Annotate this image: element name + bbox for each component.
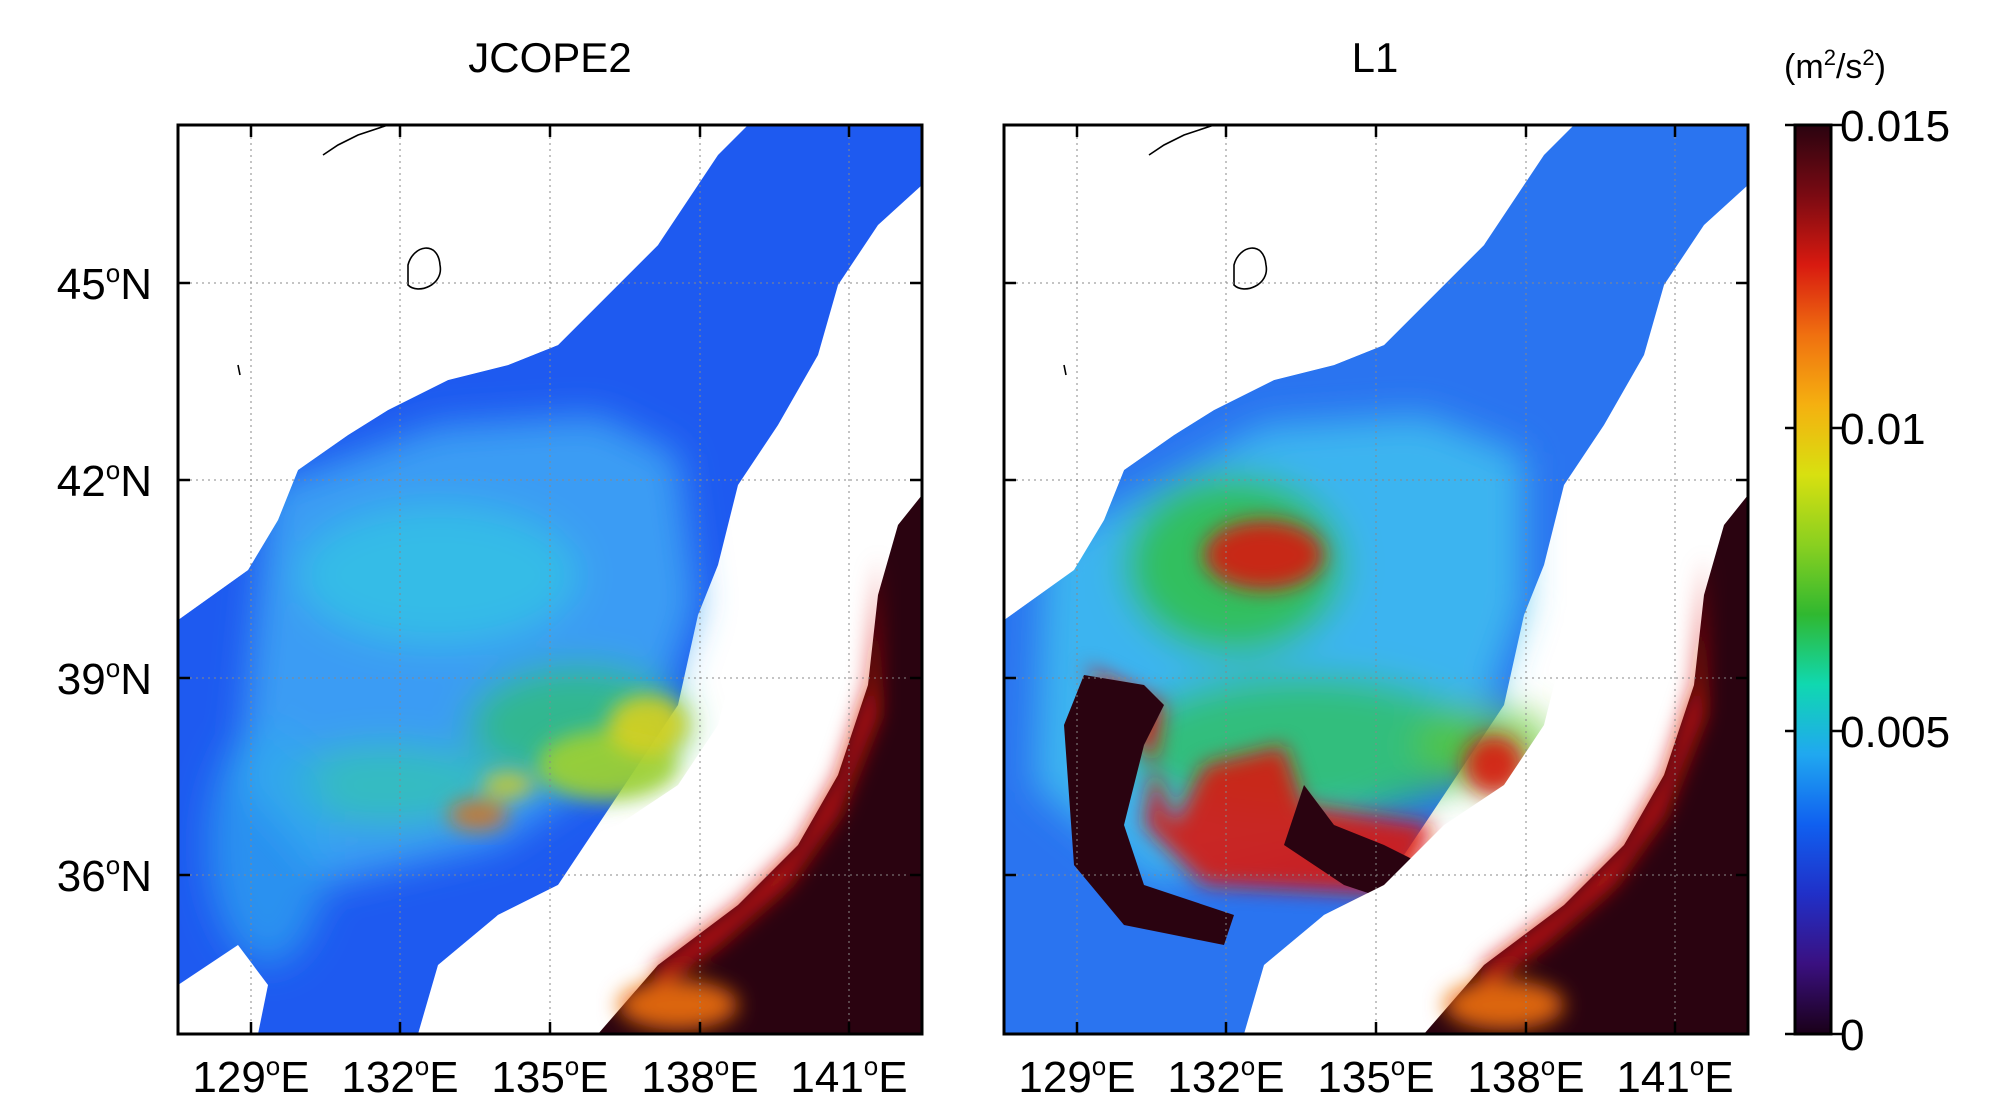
korea-strait-dark: [1064, 675, 1234, 945]
korea-land: [178, 125, 718, 620]
x-tick-label-132e: 132oE: [341, 1051, 458, 1102]
x-tick-label-135e: 135oE: [1317, 1051, 1434, 1102]
colorbar-tick-label: 0.01: [1840, 405, 1926, 454]
gridlines: [1004, 125, 1748, 1034]
x-axis-labels-jcope2: 129oE 132oE 135oE 138oE 141oE: [192, 1051, 907, 1102]
y-tick-label-39n: 39oN: [57, 653, 152, 704]
x-tick-label-138e: 138oE: [641, 1051, 758, 1102]
x-tick-label-129e: 129oE: [192, 1051, 309, 1102]
map-panel-jcope2: [176, 123, 924, 1036]
y-tick-label-45n: 45oN: [57, 258, 152, 309]
x-tick-label-135e: 135oE: [491, 1051, 608, 1102]
coastline: [237, 125, 441, 376]
map-panel-l1: [1002, 123, 1750, 1036]
colorbar-fill: [1795, 125, 1831, 1034]
x-axis-labels-l1: 129oE 132oE 135oE 138oE 141oE: [1018, 1051, 1733, 1102]
gridlines: [178, 125, 922, 1034]
colorbar-tick-labels: 0.015 0.01 0.005 0: [1840, 102, 1950, 1060]
x-tick-label-141e: 141oE: [1616, 1051, 1733, 1102]
coastline: [1063, 125, 1267, 376]
panel-title-l1: L1: [1352, 34, 1399, 81]
colorbar-unit-label: (m2/s2): [1784, 45, 1886, 86]
colorbar: [1785, 123, 1843, 1036]
colorbar-tick-label: 0.005: [1840, 708, 1950, 757]
y-tick-label-36n: 36oN: [57, 850, 152, 901]
panel-title-jcope2: JCOPE2: [468, 34, 631, 81]
pacific-dark: [1424, 495, 1748, 1034]
y-axis-labels: 45oN 42oN 39oN 36oN: [57, 258, 152, 901]
colorbar-tick-label: 0.015: [1840, 102, 1950, 151]
korea-land: [1004, 125, 1544, 620]
colorbar-tick-label: 0: [1840, 1011, 1864, 1060]
pacific-dark: [598, 495, 922, 1034]
x-tick-label-129e: 129oE: [1018, 1051, 1135, 1102]
y-tick-label-42n: 42oN: [57, 455, 152, 506]
x-tick-label-138e: 138oE: [1467, 1051, 1584, 1102]
x-tick-label-141e: 141oE: [790, 1051, 907, 1102]
colorbar-gradient: [1795, 125, 1831, 1034]
x-tick-label-132e: 132oE: [1167, 1051, 1284, 1102]
field-layer: [1034, 415, 1554, 885]
